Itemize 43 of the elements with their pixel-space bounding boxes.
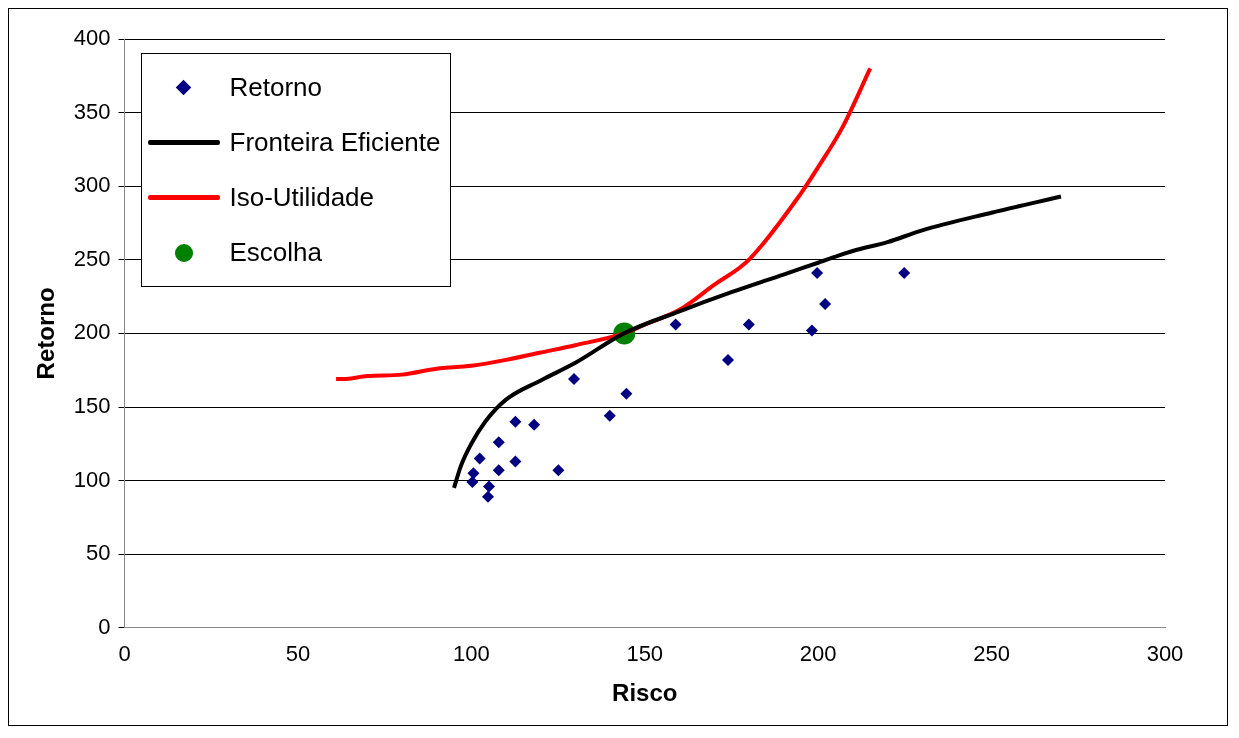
point (669, 318, 682, 331)
y-tick-label: 400 (73, 25, 111, 51)
point (819, 297, 832, 310)
point (721, 353, 734, 366)
y-tick-label: 100 (73, 466, 111, 492)
x-tick-label: 200 (799, 641, 837, 667)
point (552, 464, 565, 477)
legend-label: Retorno (229, 72, 322, 103)
x-tick-label: 0 (118, 641, 131, 667)
legend-label: Iso-Utilidade (229, 182, 375, 213)
x-axis-title: Risco (612, 679, 678, 707)
x-tick-label: 150 (626, 641, 664, 667)
point (568, 373, 580, 386)
y-tick-label: 150 (73, 393, 111, 419)
point (805, 324, 818, 337)
point (492, 436, 505, 449)
x-tick-label: 50 (285, 641, 311, 667)
point (481, 490, 494, 503)
y-tick-label: 200 (73, 319, 111, 345)
point (620, 387, 633, 400)
point (811, 267, 824, 280)
y-tick-label: 250 (73, 245, 111, 271)
legend-label: Fronteira Eficiente (229, 127, 441, 158)
legend-label: Escolha (229, 237, 322, 268)
point (509, 415, 522, 428)
point (483, 480, 496, 493)
point (898, 267, 911, 280)
x-tick-label: 300 (1146, 641, 1184, 667)
point (492, 464, 505, 477)
point (473, 452, 486, 465)
y-tick-label: 350 (73, 98, 111, 124)
point (528, 418, 541, 431)
y-tick-label: 300 (73, 172, 111, 198)
point (467, 467, 480, 480)
x-tick-label: 250 (973, 641, 1010, 667)
y-axis-title: Retorno (32, 287, 60, 380)
point (509, 455, 522, 468)
y-tick-label: 50 (86, 540, 111, 566)
y-tick-label: 0 (98, 613, 111, 639)
x-tick-label: 100 (452, 641, 490, 667)
point (466, 476, 479, 489)
point (742, 318, 755, 331)
point (603, 409, 616, 422)
